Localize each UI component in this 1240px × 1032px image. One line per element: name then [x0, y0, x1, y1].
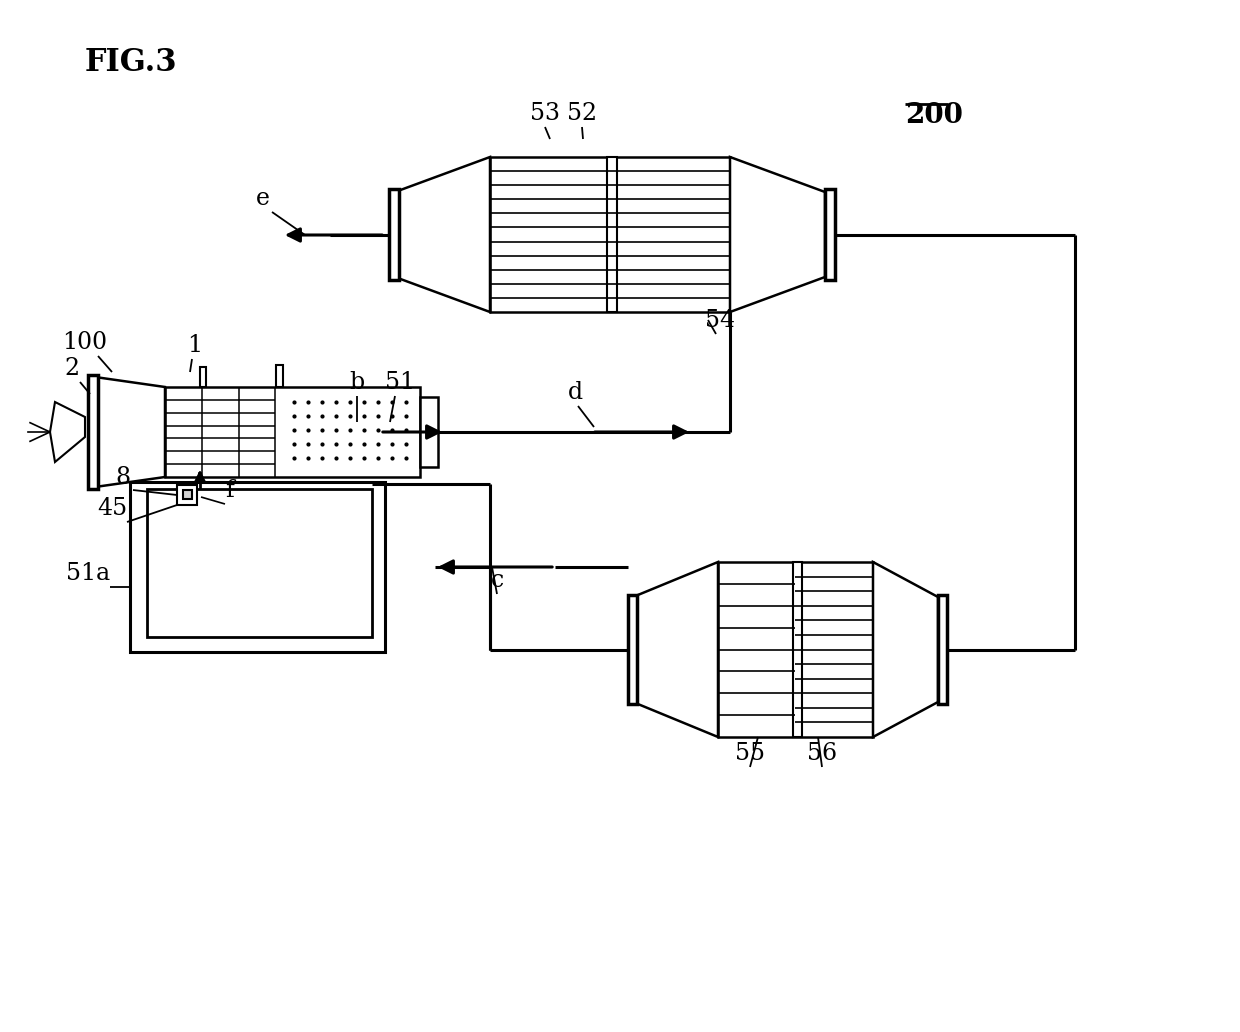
Bar [937, 595, 947, 704]
Text: b: b [350, 370, 365, 394]
Bar [794, 562, 802, 737]
Bar [389, 189, 399, 280]
Bar [608, 157, 618, 312]
Polygon shape [873, 562, 937, 737]
Text: 51a: 51a [66, 562, 110, 585]
Text: 53: 53 [529, 102, 560, 125]
Text: 45: 45 [97, 497, 126, 520]
Bar [177, 485, 197, 505]
Text: f: f [226, 479, 234, 502]
Text: FIG.3: FIG.3 [86, 47, 177, 78]
Bar [825, 189, 835, 280]
Text: 54: 54 [704, 309, 735, 332]
Polygon shape [396, 157, 490, 312]
Text: e: e [255, 187, 270, 209]
Bar [200, 367, 206, 387]
Text: c: c [491, 569, 503, 592]
Polygon shape [95, 377, 165, 487]
Text: d: d [568, 381, 583, 404]
Text: 8: 8 [115, 466, 130, 489]
Bar [130, 482, 384, 652]
Text: 51: 51 [384, 370, 415, 394]
Polygon shape [730, 157, 825, 312]
Bar [148, 489, 372, 637]
Text: 2: 2 [64, 357, 79, 380]
Bar [88, 375, 98, 489]
Bar [277, 365, 283, 387]
Text: 56: 56 [807, 742, 837, 765]
Bar [718, 562, 873, 737]
Text: 52: 52 [567, 102, 598, 125]
Bar [490, 157, 730, 312]
Bar [184, 490, 192, 499]
Bar [165, 387, 420, 477]
Polygon shape [50, 402, 86, 462]
Text: 200: 200 [905, 102, 963, 129]
Text: 100: 100 [62, 331, 108, 354]
Text: 1: 1 [187, 334, 202, 357]
Text: 55: 55 [735, 742, 765, 765]
Bar [420, 397, 438, 467]
Bar [627, 595, 637, 704]
Polygon shape [632, 562, 718, 737]
